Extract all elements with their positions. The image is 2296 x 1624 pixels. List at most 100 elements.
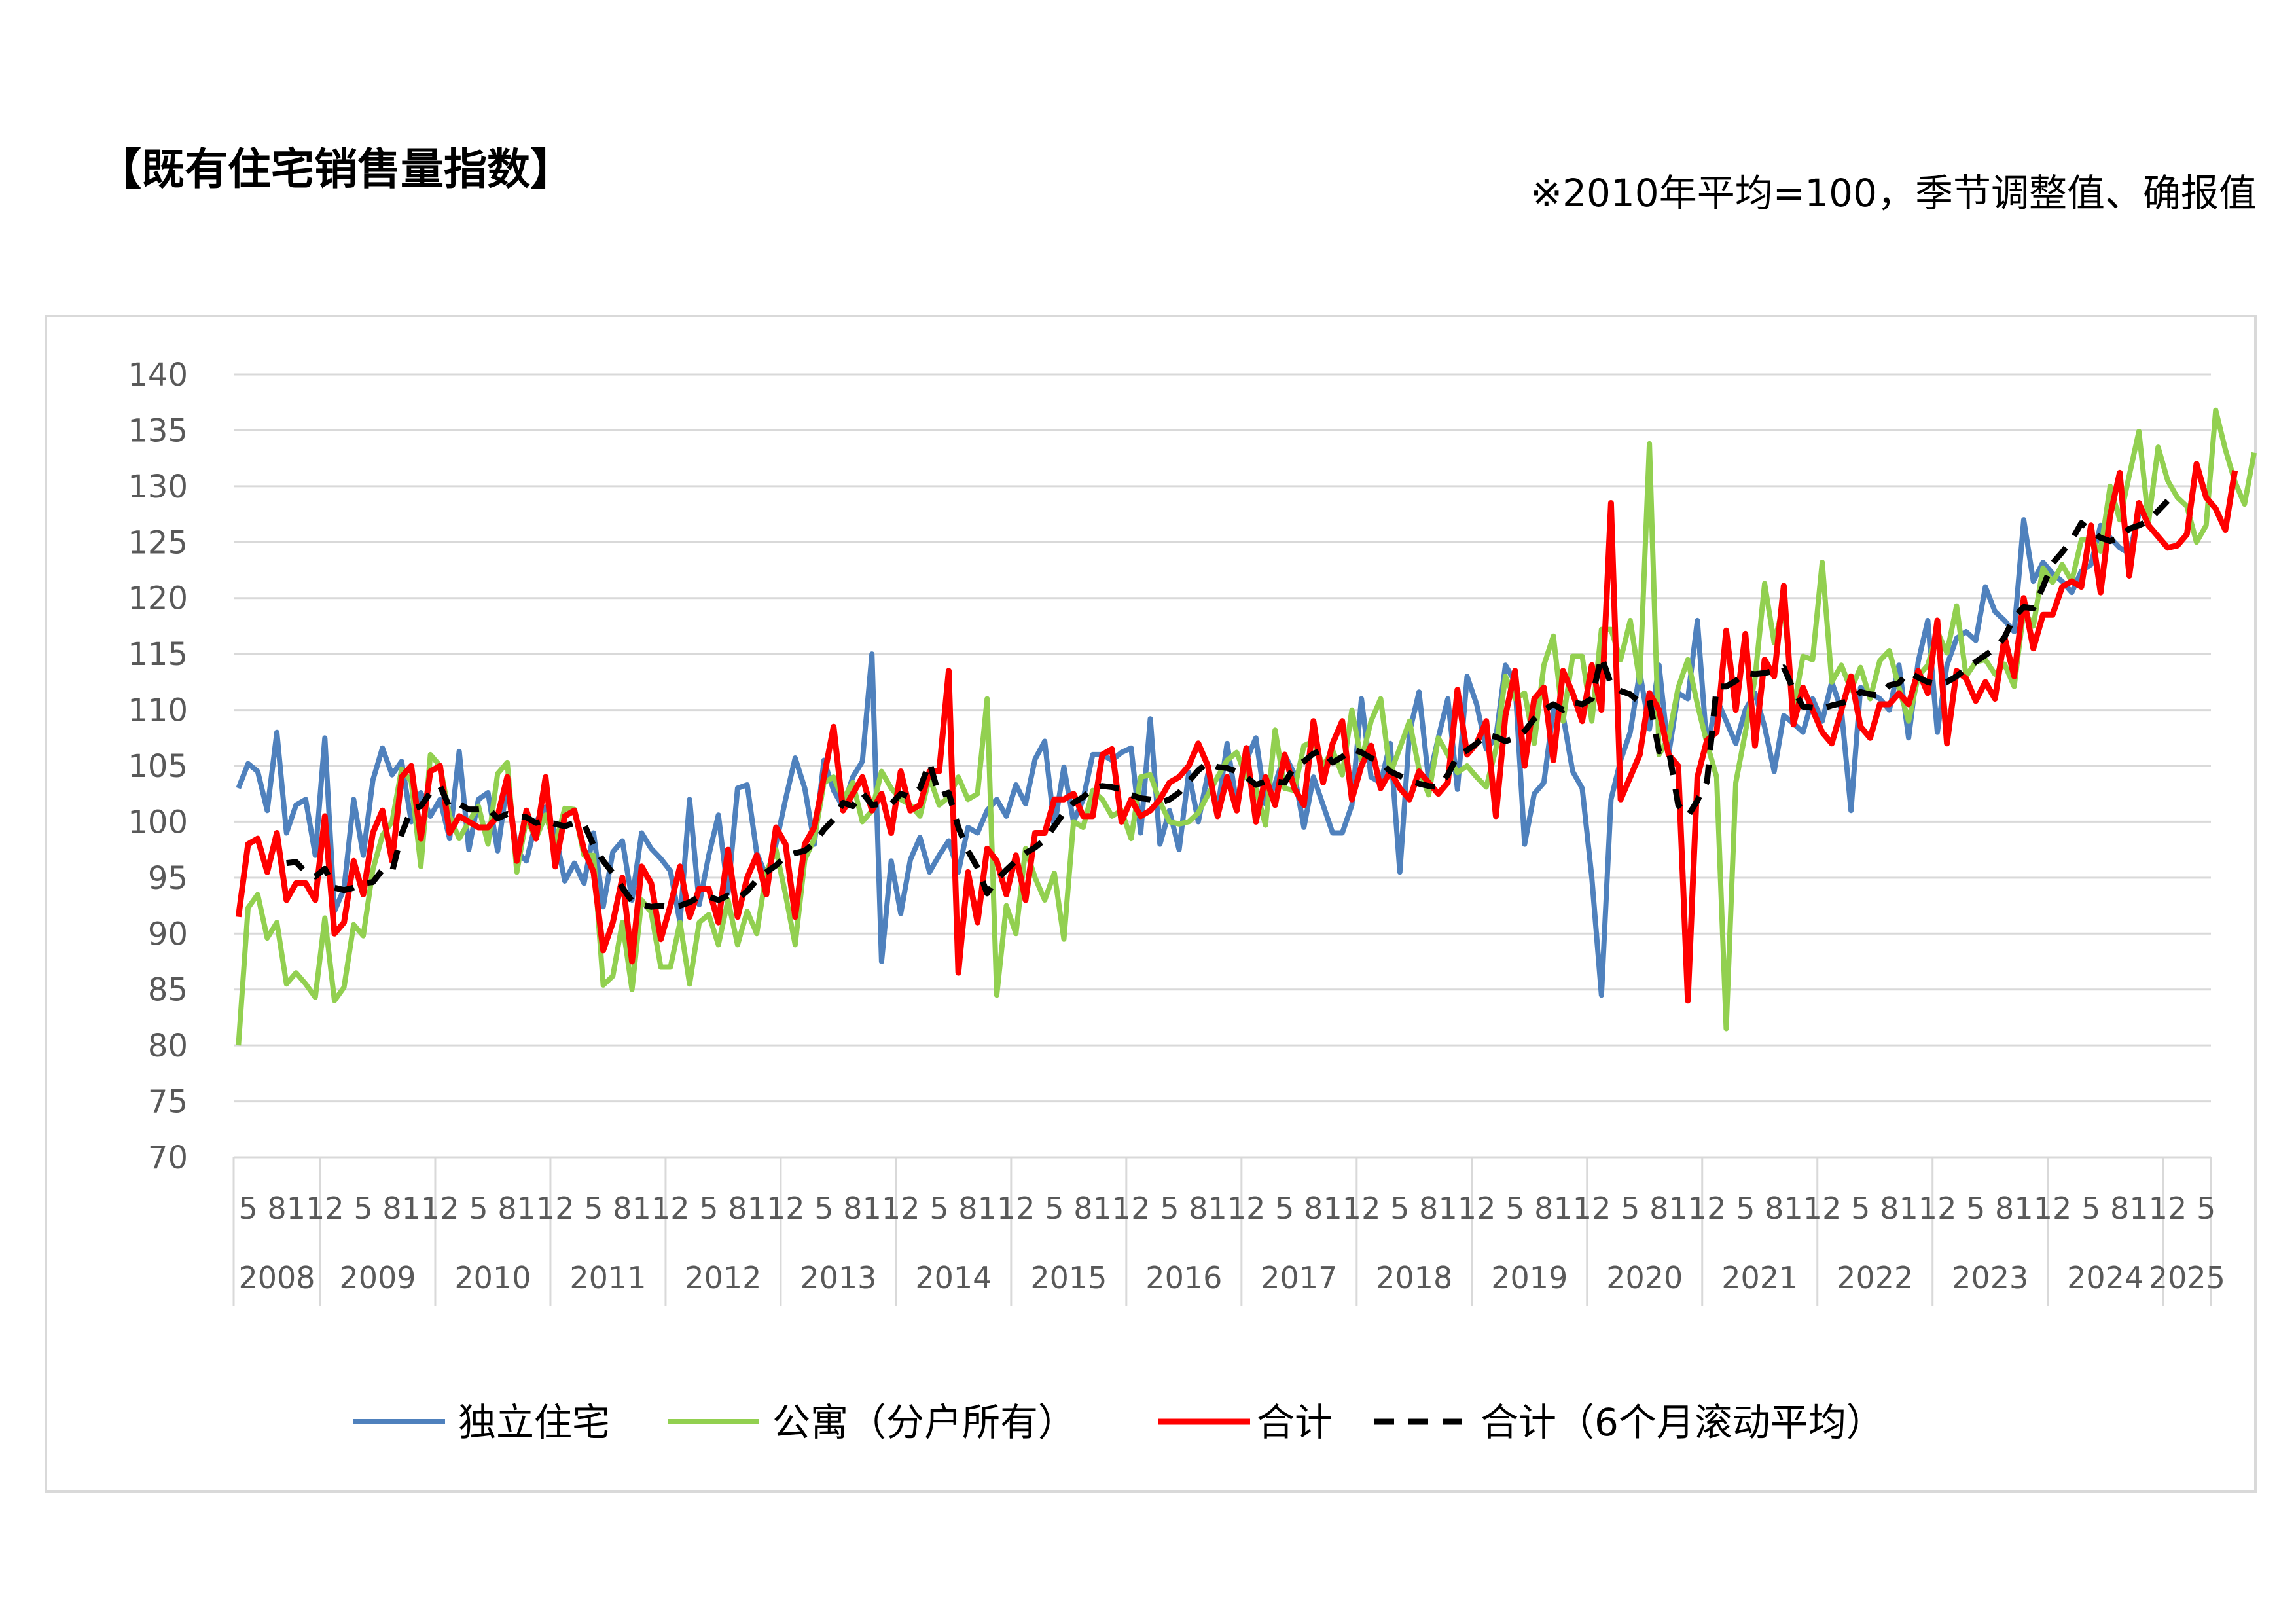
- x-month-label: 11: [1554, 1191, 1592, 1226]
- x-month-label: 5: [238, 1191, 257, 1226]
- legend-label-4: 合计（6个月滚动平均）: [1480, 1400, 1884, 1445]
- x-month-label: 11: [1784, 1191, 1822, 1226]
- x-month-label: 11: [287, 1191, 325, 1226]
- y-tick-label: 90: [148, 916, 188, 952]
- x-year-label: 2019: [1491, 1260, 1568, 1295]
- x-month-label: 2: [1477, 1191, 1496, 1226]
- y-tick-label: 110: [128, 693, 188, 729]
- x-month-label: 8: [728, 1191, 747, 1226]
- x-month-label: 5: [1160, 1191, 1179, 1226]
- x-month-label: 11: [2129, 1191, 2168, 1226]
- x-month-label: 11: [2014, 1191, 2053, 1226]
- axes: 7075808590951001051101151201251301351405…: [128, 357, 2225, 1306]
- x-month-label: 5: [2197, 1191, 2215, 1226]
- x-year-label: 2016: [1145, 1260, 1222, 1295]
- x-year-label: 2009: [339, 1260, 416, 1295]
- x-month-label: 5: [1851, 1191, 1870, 1226]
- x-month-label: 11: [863, 1191, 901, 1226]
- x-month-label: 11: [1323, 1191, 1362, 1226]
- y-tick-label: 105: [128, 748, 188, 785]
- x-year-label: 2017: [1261, 1260, 1337, 1295]
- y-tick-label: 130: [128, 469, 188, 505]
- legend: 独立住宅 公寓（分户所有） 合计 合计（6个月滚动平均）: [353, 1400, 1884, 1445]
- x-month-label: 2: [1246, 1191, 1265, 1226]
- x-year-label: 2025: [2149, 1260, 2225, 1295]
- legend-label-3: 合计: [1257, 1400, 1333, 1445]
- chart-note: ※2010年平均=100，季节调整值、确报值: [1530, 171, 2257, 215]
- series-line-3: [235, 461, 2238, 1004]
- x-month-label: 8: [1880, 1191, 1899, 1226]
- x-month-label: 2: [1592, 1191, 1611, 1226]
- x-month-label: 5: [814, 1191, 833, 1226]
- x-month-label: 11: [632, 1191, 671, 1226]
- x-year-label: 2011: [569, 1260, 646, 1295]
- x-month-label: 2: [1016, 1191, 1035, 1226]
- x-month-label: 8: [613, 1191, 632, 1226]
- y-tick-label: 80: [148, 1028, 188, 1064]
- x-month-label: 8: [2110, 1191, 2129, 1226]
- x-year-label: 2013: [800, 1260, 876, 1295]
- x-month-label: 5: [469, 1191, 488, 1226]
- legend-label-2: 公寓（分户所有）: [772, 1400, 1076, 1445]
- x-year-label: 2014: [915, 1260, 992, 1295]
- x-month-label: 8: [497, 1191, 516, 1226]
- x-month-label: 5: [2081, 1191, 2100, 1226]
- x-month-label: 11: [747, 1191, 786, 1226]
- x-month-label: 11: [1899, 1191, 1937, 1226]
- x-month-label: 2: [1937, 1191, 1956, 1226]
- x-month-label: 11: [517, 1191, 556, 1226]
- x-month-label: 2: [2168, 1191, 2187, 1226]
- y-tick-label: 125: [128, 524, 188, 561]
- x-month-label: 8: [267, 1191, 286, 1226]
- x-month-label: 2: [555, 1191, 574, 1226]
- x-year-label: 2024: [2067, 1260, 2144, 1295]
- y-tick-label: 135: [128, 412, 188, 449]
- x-year-label: 2008: [238, 1260, 315, 1295]
- chart-title: 【既有住宅销售量指数】: [98, 144, 573, 194]
- x-month-label: 5: [699, 1191, 718, 1226]
- x-year-label: 2018: [1376, 1260, 1452, 1295]
- x-month-label: 2: [1361, 1191, 1380, 1226]
- x-month-label: 11: [1208, 1191, 1247, 1226]
- x-month-label: 5: [929, 1191, 948, 1226]
- x-month-label: 2: [1131, 1191, 1150, 1226]
- x-month-label: 11: [1093, 1191, 1132, 1226]
- x-year-label: 2022: [1837, 1260, 1913, 1295]
- x-year-label: 2020: [1606, 1260, 1683, 1295]
- x-month-label: 11: [402, 1191, 440, 1226]
- x-month-label: 5: [1966, 1191, 1985, 1226]
- x-month-label: 2: [2053, 1191, 2072, 1226]
- y-tick-label: 100: [128, 804, 188, 840]
- series-group: [235, 407, 2257, 1046]
- x-month-label: 5: [584, 1191, 603, 1226]
- x-month-label: 8: [958, 1191, 977, 1226]
- x-month-label: 2: [670, 1191, 689, 1226]
- x-month-label: 8: [843, 1191, 862, 1226]
- y-tick-label: 95: [148, 860, 188, 897]
- legend-label-1: 独立住宅: [458, 1400, 610, 1445]
- x-month-label: 2: [440, 1191, 459, 1226]
- chart-frame: [45, 315, 2257, 1493]
- x-month-label: 5: [353, 1191, 372, 1226]
- x-month-label: 8: [382, 1191, 401, 1226]
- y-tick-label: 120: [128, 581, 188, 617]
- x-month-label: 2: [1707, 1191, 1726, 1226]
- x-month-label: 11: [1439, 1191, 1477, 1226]
- y-tick-label: 115: [128, 636, 188, 673]
- x-month-label: 5: [1736, 1191, 1755, 1226]
- x-month-label: 11: [1668, 1191, 1707, 1226]
- x-month-label: 8: [1419, 1191, 1438, 1226]
- x-month-label: 5: [1045, 1191, 1064, 1226]
- x-month-label: 8: [1304, 1191, 1323, 1226]
- y-tick-label: 75: [148, 1084, 188, 1121]
- y-tick-label: 140: [128, 357, 188, 393]
- x-month-label: 2: [785, 1191, 804, 1226]
- x-month-label: 8: [1649, 1191, 1668, 1226]
- x-year-label: 2010: [454, 1260, 531, 1295]
- series-line-1: [236, 513, 2142, 998]
- x-month-label: 5: [1505, 1191, 1524, 1226]
- x-month-label: 5: [1621, 1191, 1640, 1226]
- x-month-label: 2: [325, 1191, 344, 1226]
- x-month-label: 8: [1073, 1191, 1092, 1226]
